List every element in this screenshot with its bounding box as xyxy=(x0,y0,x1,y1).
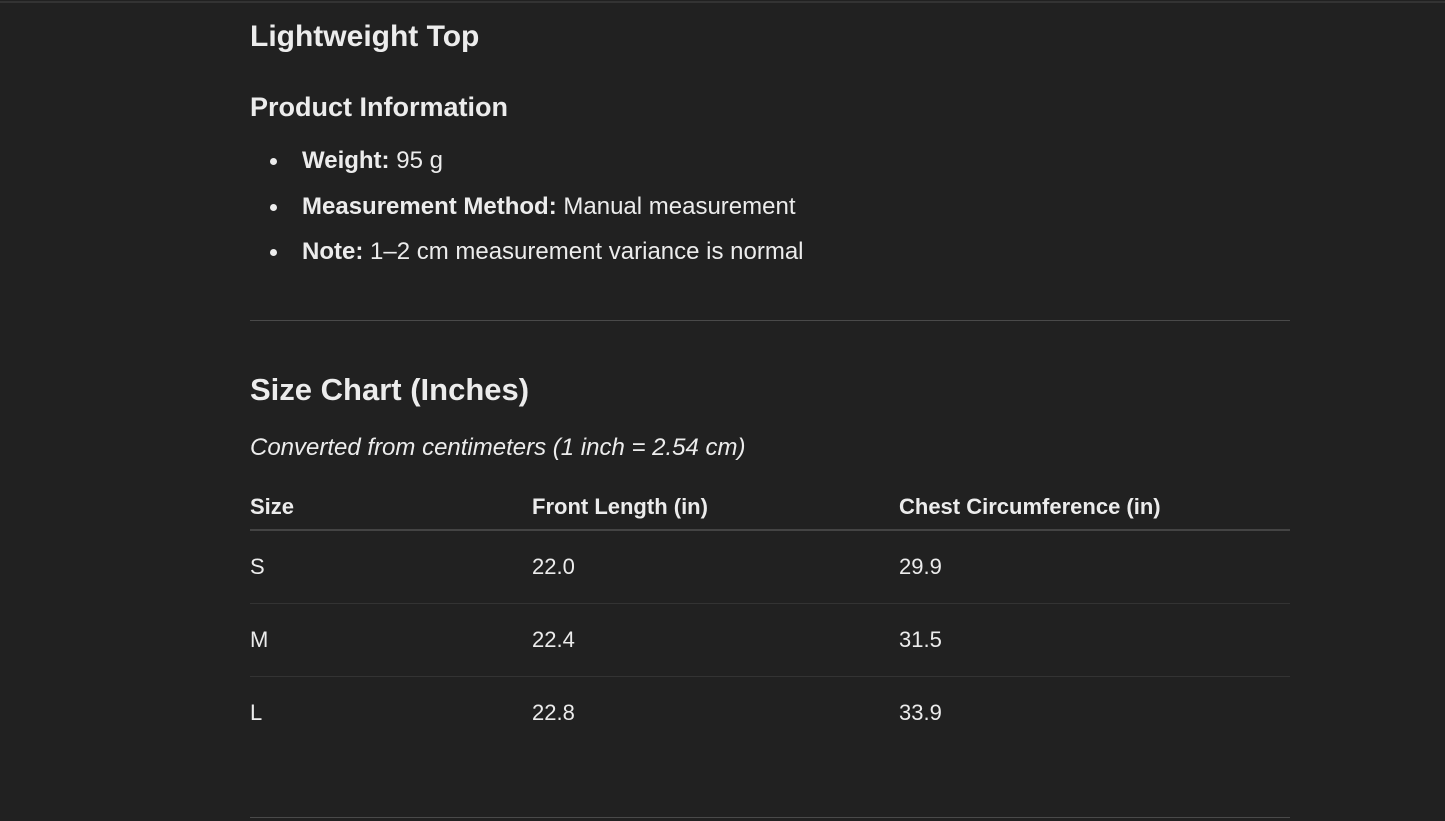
table-cell: 33.9 xyxy=(899,700,942,725)
table-cell: L xyxy=(250,700,263,725)
item-value: 95 g xyxy=(396,147,443,174)
table-header-row: Size Front Length (in) Chest Circumferen… xyxy=(250,484,1290,531)
list-item: Note: 1–2 cm measurement variance is nor… xyxy=(250,231,804,277)
table-cell: 31.5 xyxy=(899,603,1290,677)
item-label: Measurement Method: xyxy=(302,192,557,220)
page-title: Lightweight Top xyxy=(250,20,480,53)
table-cell: 29.9 xyxy=(899,530,1290,604)
top-divider xyxy=(0,1,1445,3)
table-cell: 22.0 xyxy=(532,530,899,604)
column-header: Chest Circumference (in) xyxy=(899,484,1290,531)
table-row: L 22.8 33.9 xyxy=(250,677,1290,750)
table-row: S 22.0 29.9 xyxy=(250,530,1290,604)
size-chart-heading: Size Chart (Inches) xyxy=(250,372,530,407)
column-header: Front Length (in) xyxy=(532,484,899,531)
product-info-heading: Product Information xyxy=(250,92,508,122)
item-label: Note: xyxy=(302,238,364,265)
table-cell: 22.4 xyxy=(532,603,899,677)
table-row: M 22.4 31.5 xyxy=(250,603,1290,677)
list-item: Measurement Method: Manual measurement xyxy=(250,186,804,232)
table-cell: S xyxy=(250,530,532,604)
table-cell: M xyxy=(250,603,532,677)
list-item: Weight: 95 g xyxy=(250,140,804,186)
conversion-note: Converted from centimeters (1 inch = 2.5… xyxy=(250,434,746,461)
product-info-list: Weight: 95 g Measurement Method: Manual … xyxy=(250,140,804,277)
item-value: Manual measurement xyxy=(563,192,796,220)
column-header: Size xyxy=(250,484,532,531)
size-table: Size Front Length (in) Chest Circumferen… xyxy=(250,484,1290,749)
item-label: Weight: xyxy=(302,147,390,174)
item-value: 1–2 cm measurement variance is normal xyxy=(370,238,804,265)
table-cell: 22.8 xyxy=(532,700,575,725)
divider xyxy=(250,817,1290,818)
divider xyxy=(250,320,1290,321)
